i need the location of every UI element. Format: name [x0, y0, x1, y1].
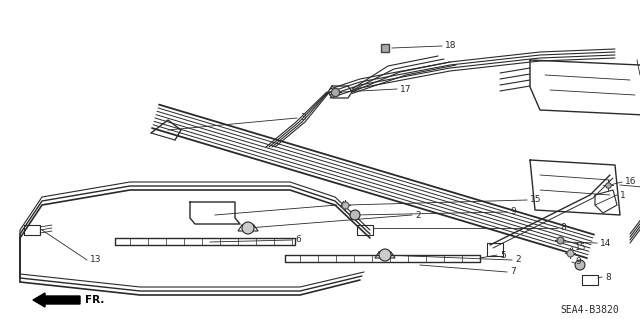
Text: 14: 14 — [600, 239, 611, 248]
Text: 6: 6 — [295, 235, 301, 244]
Text: 9: 9 — [575, 257, 580, 266]
Circle shape — [242, 222, 254, 234]
Text: 2: 2 — [515, 256, 520, 264]
Circle shape — [575, 260, 585, 270]
Text: 9: 9 — [510, 207, 516, 217]
Text: 17: 17 — [400, 85, 412, 93]
Text: 1: 1 — [620, 190, 626, 199]
Text: 8: 8 — [605, 272, 611, 281]
Circle shape — [379, 249, 391, 261]
Text: 8: 8 — [560, 224, 566, 233]
Text: 3: 3 — [300, 114, 306, 122]
Text: 7: 7 — [510, 268, 516, 277]
Text: 18: 18 — [445, 41, 456, 50]
Text: 5: 5 — [500, 250, 506, 259]
Text: 15: 15 — [575, 242, 586, 251]
Circle shape — [350, 210, 360, 220]
Text: 13: 13 — [90, 256, 102, 264]
Text: 4: 4 — [340, 201, 346, 210]
Text: 16: 16 — [625, 177, 637, 187]
Text: 2: 2 — [415, 211, 420, 219]
Text: SEA4-B3820: SEA4-B3820 — [560, 305, 619, 315]
Text: 15: 15 — [530, 196, 541, 204]
Text: FR.: FR. — [85, 295, 104, 305]
FancyArrow shape — [33, 293, 80, 307]
